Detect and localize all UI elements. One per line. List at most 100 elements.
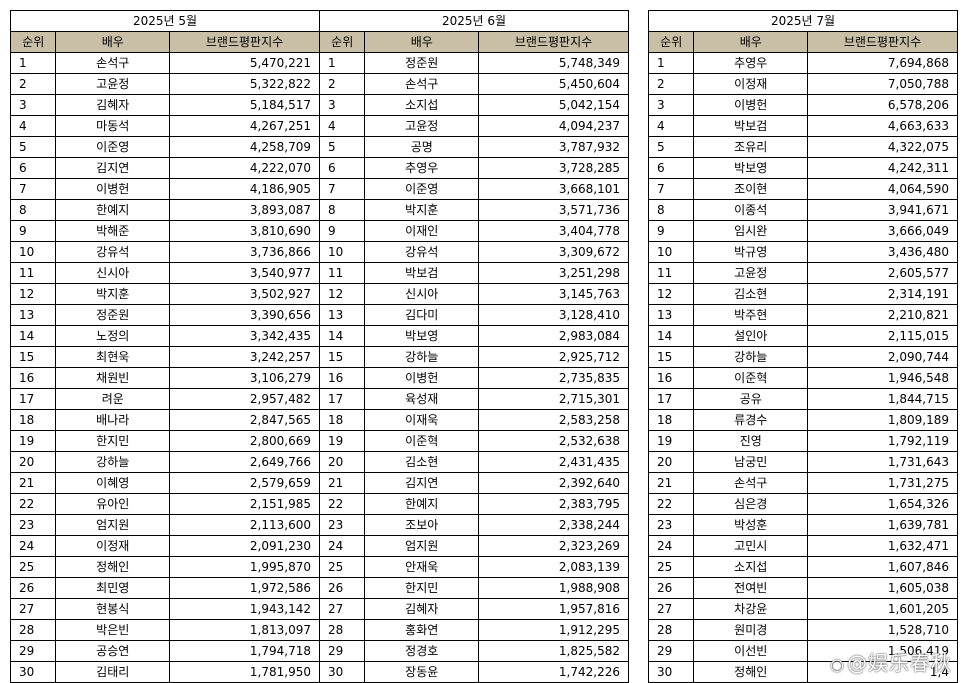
actor-cell: 이정재 — [693, 73, 809, 95]
brand-index-cell: 2,091,230 — [169, 535, 320, 557]
rank-cell: 4 — [647, 115, 695, 137]
actor-cell: 이준혁 — [693, 367, 809, 389]
table-row: 27 차강윤 1,601,205 — [647, 598, 958, 620]
brand-index-cell: 2,800,669 — [169, 430, 320, 452]
table-row: 10 강유석 3,736,866 — [9, 241, 320, 263]
actor-cell: 김다미 — [364, 304, 480, 326]
brand-index-cell: 3,390,656 — [169, 304, 320, 326]
column-header-rank: 순위 — [318, 31, 366, 53]
rank-cell: 12 — [647, 283, 695, 305]
brand-index-cell: 2,983,084 — [478, 325, 629, 347]
rank-cell: 14 — [647, 325, 695, 347]
table-row: 1 추영우 7,694,868 — [647, 52, 958, 74]
table-row: 3 소지섭 5,042,154 — [318, 94, 629, 116]
table-row: 5 조유리 4,322,075 — [647, 136, 958, 158]
table-row: 4 박보검 4,663,633 — [647, 115, 958, 137]
rank-cell: 13 — [318, 304, 366, 326]
rank-cell: 16 — [9, 367, 57, 389]
actor-cell: 정준원 — [55, 304, 171, 326]
rank-cell: 17 — [9, 388, 57, 410]
table-row: 8 이종석 3,941,671 — [647, 199, 958, 221]
rank-cell: 5 — [318, 136, 366, 158]
actor-cell: 최민영 — [55, 577, 171, 599]
brand-index-cell: 3,736,866 — [169, 241, 320, 263]
table-row: 27 김혜자 1,957,816 — [318, 598, 629, 620]
table-row: 2 고윤정 5,322,822 — [9, 73, 320, 95]
actor-cell: 이종석 — [693, 199, 809, 221]
actor-cell: 박지훈 — [55, 283, 171, 305]
table-row: 22 유아인 2,151,985 — [9, 493, 320, 515]
actor-cell: 강하늘 — [364, 346, 480, 368]
brand-index-cell: 3,242,257 — [169, 346, 320, 368]
actor-cell: 추영우 — [693, 52, 809, 74]
brand-index-cell: 3,502,927 — [169, 283, 320, 305]
rank-cell: 27 — [647, 598, 695, 620]
actor-cell: 엄지원 — [364, 535, 480, 557]
rank-cell: 1 — [9, 52, 57, 74]
actor-cell: 유아인 — [55, 493, 171, 515]
brand-index-cell: 3,309,672 — [478, 241, 629, 263]
table-row: 9 임시완 3,666,049 — [647, 220, 958, 242]
month-title: 2025년 7월 — [648, 10, 958, 32]
table-row: 12 신시아 3,145,763 — [318, 283, 629, 305]
table-row: 25 정해인 1,995,870 — [9, 556, 320, 578]
rank-cell: 25 — [318, 556, 366, 578]
table-row: 24 이정재 2,091,230 — [9, 535, 320, 557]
table-row: 11 신시아 3,540,977 — [9, 262, 320, 284]
brand-index-cell: 5,184,517 — [169, 94, 320, 116]
brand-index-cell: 1,943,142 — [169, 598, 320, 620]
rank-cell: 16 — [647, 367, 695, 389]
rank-cell: 2 — [647, 73, 695, 95]
rank-cell: 25 — [647, 556, 695, 578]
brand-index-cell: 5,042,154 — [478, 94, 629, 116]
table-row: 18 배나라 2,847,565 — [9, 409, 320, 431]
rank-cell: 24 — [647, 535, 695, 557]
brand-index-cell: 2,392,640 — [478, 472, 629, 494]
column-header-actor: 배우 — [55, 31, 171, 53]
brand-index-cell: 1,957,816 — [478, 598, 629, 620]
brand-index-cell: 5,450,604 — [478, 73, 629, 95]
rank-cell: 13 — [647, 304, 695, 326]
rank-cell: 12 — [318, 283, 366, 305]
brand-index-cell: 3,787,932 — [478, 136, 629, 158]
table-row: 12 박지훈 3,502,927 — [9, 283, 320, 305]
rank-cell: 14 — [318, 325, 366, 347]
month-panel-july: 2025년 7월 순위 배우 브랜드평판지수 1 추영우 7,694,868 2 이정재 7,05… — [647, 10, 958, 683]
table-row: 21 손석구 1,731,275 — [647, 472, 958, 494]
brand-index-cell: 3,404,778 — [478, 220, 629, 242]
rank-cell: 28 — [9, 619, 57, 641]
table-row: 29 공승연 1,794,718 — [9, 640, 320, 662]
brand-index-cell: 1,742,226 — [478, 661, 629, 683]
actor-cell: 한예지 — [55, 199, 171, 221]
table-row: 9 박해준 3,810,690 — [9, 220, 320, 242]
brand-index-cell: 3,571,736 — [478, 199, 629, 221]
table-row: 14 노정의 3,342,435 — [9, 325, 320, 347]
rank-cell: 8 — [647, 199, 695, 221]
table-row: 28 원미경 1,528,710 — [647, 619, 958, 641]
table-row: 20 김소현 2,431,435 — [318, 451, 629, 473]
brand-index-cell: 4,242,311 — [807, 157, 958, 179]
actor-cell: 박성훈 — [693, 514, 809, 536]
brand-index-cell: 4,267,251 — [169, 115, 320, 137]
brand-index-cell: 3,941,671 — [807, 199, 958, 221]
brand-index-cell: 1,995,870 — [169, 556, 320, 578]
rank-cell: 30 — [647, 661, 695, 683]
actor-cell: 현봉식 — [55, 598, 171, 620]
table-row: 6 추영우 3,728,285 — [318, 157, 629, 179]
rank-cell: 21 — [647, 472, 695, 494]
actor-cell: 김지연 — [55, 157, 171, 179]
column-header-index: 브랜드평판지수 — [478, 31, 629, 53]
brand-index-cell: 2,583,258 — [478, 409, 629, 431]
rank-cell: 2 — [318, 73, 366, 95]
rank-cell: 24 — [318, 535, 366, 557]
actor-cell: 정경호 — [364, 640, 480, 662]
actor-cell: 이선빈 — [693, 640, 809, 662]
brand-index-cell: 2,383,795 — [478, 493, 629, 515]
brand-index-cell: 1,607,846 — [807, 556, 958, 578]
brand-index-cell: 1,601,205 — [807, 598, 958, 620]
actor-cell: 박은빈 — [55, 619, 171, 641]
rank-cell: 1 — [647, 52, 695, 74]
brand-index-cell: 2,113,600 — [169, 514, 320, 536]
actor-cell: 이병헌 — [693, 94, 809, 116]
actor-cell: 차강윤 — [693, 598, 809, 620]
